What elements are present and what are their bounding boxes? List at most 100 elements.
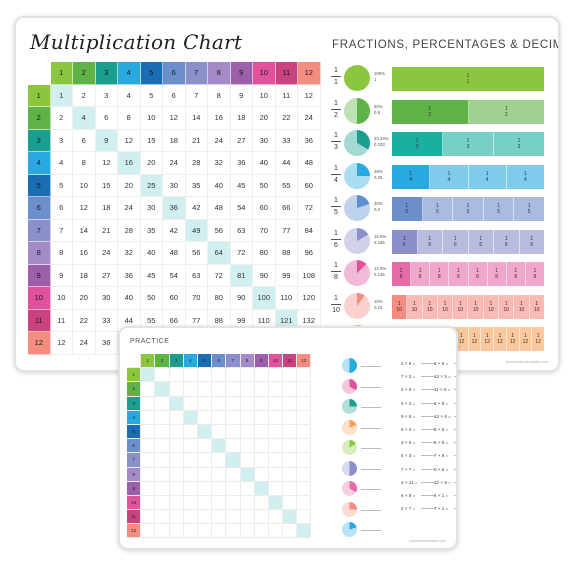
practice-cell[interactable]: [197, 396, 213, 411]
practice-cell[interactable]: [155, 439, 170, 454]
practice-cell[interactable]: [155, 424, 170, 440]
practice-cell[interactable]: [183, 510, 198, 525]
practice-cell[interactable]: [155, 481, 170, 496]
practice-cell[interactable]: [297, 495, 312, 511]
practice-cell[interactable]: [212, 524, 227, 539]
practice-cell[interactable]: [240, 510, 255, 525]
practice-cell[interactable]: [183, 481, 198, 496]
practice-cell[interactable]: [197, 424, 213, 440]
equation-answer-line[interactable]: [454, 363, 456, 365]
equation-answer-line[interactable]: [454, 429, 456, 431]
practice-cell[interactable]: [226, 467, 241, 482]
practice-cell[interactable]: [254, 410, 269, 425]
equation-answer-line[interactable]: [454, 468, 456, 470]
practice-cell[interactable]: [212, 424, 227, 440]
practice-answer-line[interactable]: [361, 489, 381, 490]
practice-cell[interactable]: [169, 467, 184, 482]
practice-cell[interactable]: [212, 481, 227, 496]
practice-cell[interactable]: [212, 467, 227, 482]
practice-cell[interactable]: [183, 467, 198, 482]
practice-cell[interactable]: [169, 368, 184, 383]
practice-cell[interactable]: [226, 368, 241, 383]
practice-cell[interactable]: [283, 481, 298, 496]
equation-answer-line[interactable]: [421, 468, 435, 470]
practice-cell[interactable]: [183, 382, 198, 397]
practice-cell[interactable]: [283, 453, 298, 468]
practice-cell[interactable]: [254, 481, 269, 496]
practice-cell[interactable]: [212, 453, 227, 468]
practice-cell[interactable]: [155, 396, 170, 411]
practice-cell[interactable]: [297, 396, 312, 411]
practice-cell[interactable]: [254, 467, 269, 482]
practice-cell[interactable]: [240, 439, 255, 454]
practice-cell[interactable]: [169, 495, 184, 511]
practice-cell[interactable]: [212, 396, 227, 411]
practice-cell[interactable]: [212, 510, 227, 525]
equation-answer-line[interactable]: [421, 402, 435, 404]
practice-cell[interactable]: [268, 396, 284, 411]
practice-cell[interactable]: [212, 382, 227, 397]
practice-cell[interactable]: [212, 410, 227, 425]
practice-cell[interactable]: [183, 368, 198, 383]
practice-cell[interactable]: [297, 481, 312, 496]
equation-answer-line[interactable]: [421, 481, 435, 483]
practice-cell[interactable]: [297, 510, 312, 525]
practice-cell[interactable]: [283, 368, 298, 383]
practice-cell[interactable]: [297, 453, 312, 468]
practice-cell[interactable]: [183, 424, 198, 440]
practice-cell[interactable]: [169, 439, 184, 454]
practice-cell[interactable]: [226, 382, 241, 397]
practice-cell[interactable]: [155, 453, 170, 468]
practice-cell[interactable]: [240, 396, 255, 411]
practice-cell[interactable]: [240, 382, 255, 397]
practice-cell[interactable]: [297, 410, 312, 425]
practice-cell[interactable]: [268, 467, 284, 482]
practice-cell[interactable]: [169, 382, 184, 397]
practice-answer-line[interactable]: [361, 468, 381, 470]
practice-cell[interactable]: [169, 481, 184, 496]
practice-cell[interactable]: [197, 439, 213, 454]
practice-cell[interactable]: [226, 396, 241, 411]
equation-answer-line[interactable]: [421, 442, 435, 444]
equation-answer-line[interactable]: [454, 494, 456, 496]
practice-cell[interactable]: [197, 453, 213, 468]
practice-cell[interactable]: [155, 382, 170, 397]
practice-cell[interactable]: [240, 424, 255, 440]
practice-cell[interactable]: [183, 396, 198, 411]
equation-answer-line[interactable]: [421, 429, 435, 431]
practice-cell[interactable]: [197, 510, 213, 525]
practice-cell[interactable]: [141, 368, 156, 383]
practice-cell[interactable]: [226, 495, 241, 511]
equation-answer-line[interactable]: [454, 481, 456, 483]
practice-answer-line[interactable]: [361, 407, 381, 408]
practice-answer-line[interactable]: [361, 427, 381, 429]
equation-answer-line[interactable]: [454, 376, 456, 378]
practice-cell[interactable]: [297, 368, 312, 383]
practice-cell[interactable]: [212, 439, 227, 454]
practice-cell[interactable]: [155, 524, 170, 539]
practice-cell[interactable]: [283, 439, 298, 454]
equation-answer-line[interactable]: [454, 389, 456, 391]
equation-answer-line[interactable]: [421, 455, 435, 457]
practice-cell[interactable]: [240, 453, 255, 468]
practice-cell[interactable]: [155, 467, 170, 482]
equation-answer-line[interactable]: [421, 494, 435, 496]
equation-answer-line[interactable]: [421, 508, 435, 510]
practice-cell[interactable]: [226, 481, 241, 496]
practice-cell[interactable]: [283, 524, 298, 539]
practice-cell[interactable]: [268, 524, 284, 539]
practice-cell[interactable]: [197, 410, 213, 425]
practice-cell[interactable]: [141, 467, 156, 482]
practice-cell[interactable]: [268, 368, 284, 383]
practice-cell[interactable]: [240, 410, 255, 425]
practice-cell[interactable]: [268, 410, 284, 425]
practice-cell[interactable]: [297, 439, 312, 454]
practice-cell[interactable]: [254, 396, 269, 411]
practice-answer-line[interactable]: [361, 448, 381, 449]
practice-cell[interactable]: [240, 368, 255, 383]
equation-answer-line[interactable]: [421, 376, 435, 378]
practice-cell[interactable]: [226, 510, 241, 525]
equation-answer-line[interactable]: [454, 508, 456, 510]
practice-cell[interactable]: [283, 382, 298, 397]
practice-cell[interactable]: [197, 524, 213, 539]
